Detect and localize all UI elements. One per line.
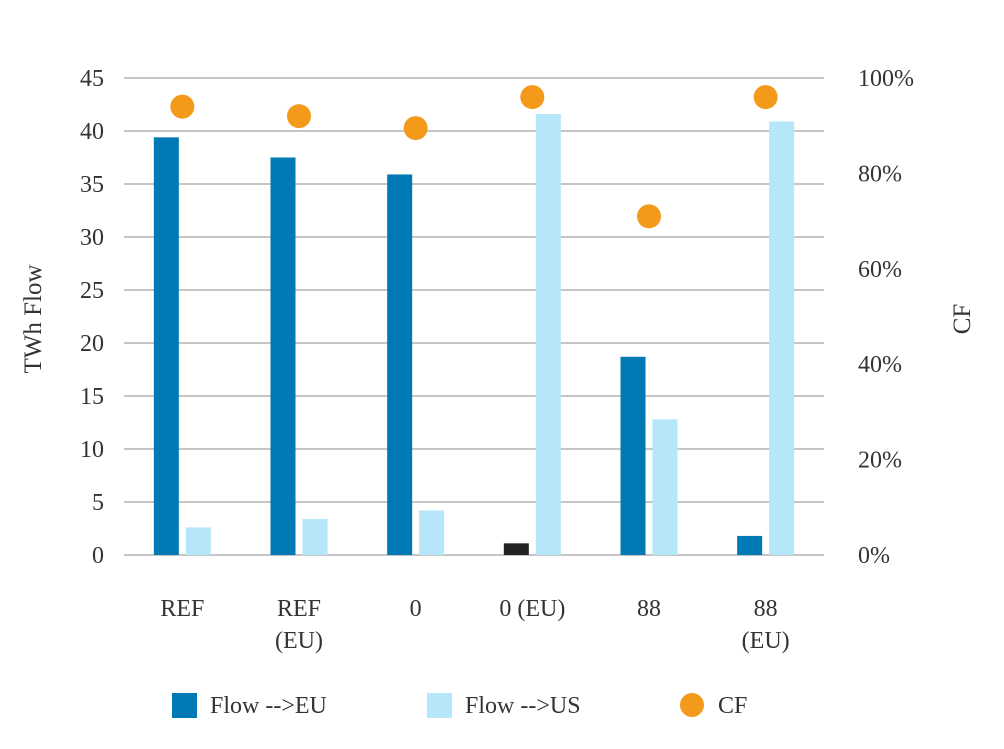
y-tick-label: 10 [80,437,104,463]
cf-point [520,85,545,110]
x-tick-label: (EU) [742,628,790,654]
y2-tick-label: 40% [858,352,902,378]
cf-point [403,116,428,141]
y2-tick-label: 80% [858,161,902,187]
cf-point [753,85,778,110]
x-tick-label: REF [160,596,204,622]
legend-swatch [680,693,704,717]
y2-tick-label: 60% [858,257,902,283]
y-tick-label: 45 [80,66,104,92]
legend-label: Flow -->US [465,693,581,719]
y-tick-label: 25 [80,278,104,304]
y-tick-label: 40 [80,119,104,145]
left-axis-ticks: 0 5 10 15 20 25 30 35 40 45 [80,66,104,569]
bar-flow-us [535,114,561,555]
legend-label: Flow -->EU [210,693,327,719]
cf-point [170,94,195,119]
bar-flow-us [652,419,678,555]
x-tick-label: 88 [637,596,661,622]
legend: Flow -->EU Flow -->US CF [172,693,747,719]
y2-tick-label: 100% [858,66,914,92]
cf-point [637,204,661,229]
y2-tick-label: 20% [858,448,902,474]
y-tick-label: 30 [80,225,104,251]
y-tick-label: 5 [92,490,104,516]
gridlines [124,77,824,556]
y2-axis-title: CF [949,304,976,335]
bar-anomaly [503,543,529,555]
bars [153,114,795,556]
y-tick-label: 15 [80,384,104,410]
bar-flow-eu [153,137,179,556]
legend-swatch [427,693,452,718]
x-tick-label: REF [277,596,321,622]
bar-flow-eu [737,535,763,555]
bar-flow-eu [270,157,296,555]
bar-flow-us [302,518,328,555]
bar-flow-us [185,527,211,555]
y-axis-title: TWh Flow [20,264,47,373]
cf-points [170,85,778,229]
bar-flow-eu [387,174,413,555]
x-tick-label: 88 [754,596,778,622]
y2-tick-label: 0% [858,543,890,569]
legend-swatch [172,693,197,718]
y-tick-label: 20 [80,331,104,357]
bar-flow-us [769,121,795,556]
y-tick-label: 0 [92,543,104,569]
bar-flow-eu [620,356,646,555]
x-tick-label: 0 (EU) [499,596,565,622]
right-axis-ticks: 0% 20% 40% 60% 80% 100% [858,66,914,569]
x-tick-label: (EU) [275,628,323,654]
x-axis-ticks: REF REF (EU) 0 0 (EU) 88 88 (EU) [160,596,789,654]
x-tick-label: 0 [410,596,422,622]
cf-point [287,104,311,129]
y-tick-label: 35 [80,172,104,198]
bar-flow-us [419,510,445,555]
legend-label: CF [718,693,747,719]
